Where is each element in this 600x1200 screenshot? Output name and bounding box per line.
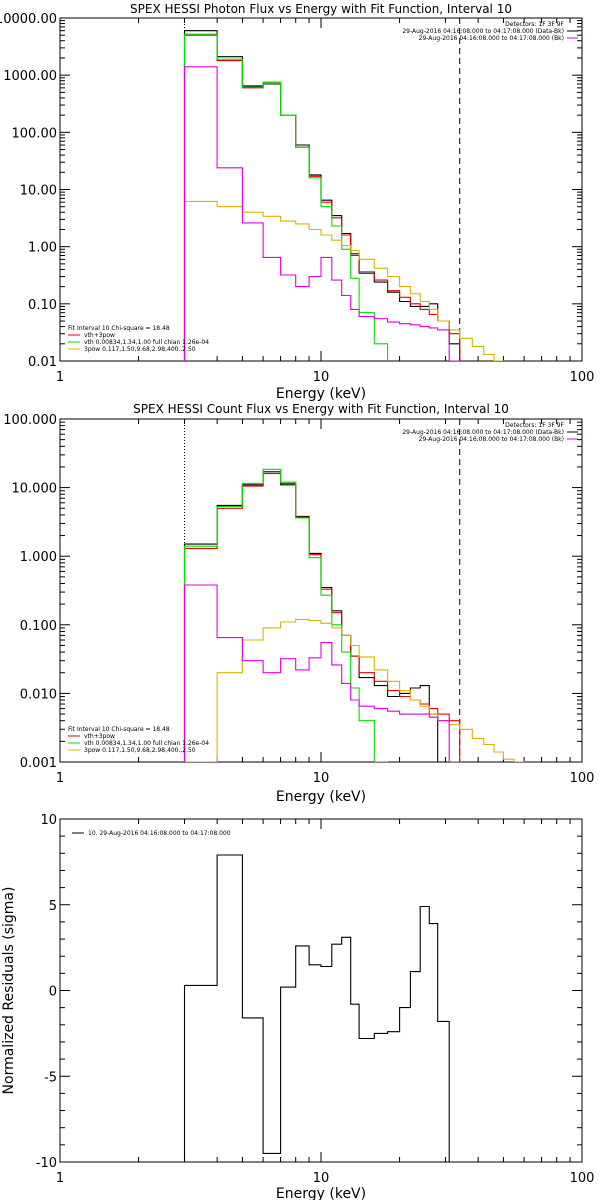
chart-title: SPEX HESSI Count Flux vs Energy with Fit…: [133, 402, 509, 416]
fit-legend-line: 3pow 0.117,1.50,9.68,2.98,400.,2.50: [84, 346, 196, 353]
y-tick-label: -10: [36, 1156, 57, 1171]
y-tick-label: 0.100: [20, 619, 57, 634]
info-line: 29-Aug-2016 04:16:08.000 to 04:17:08.000…: [402, 429, 564, 436]
chart-panel-1: 1 10 100 0.01 0.10 1.00 10.00 100.00 1000.00 1000…: [0, 2, 594, 402]
x-axis-label: Energy (keV): [276, 789, 366, 805]
y-tick-label: 10: [40, 813, 57, 828]
y-tick-label: 0.10: [28, 298, 57, 313]
y-tick-label: 0.010: [20, 687, 57, 702]
fit-legend-line: Fit Interval 10 Chi-square = 18.48: [68, 726, 170, 733]
series-group: [185, 469, 525, 764]
y-tick-label: 10.000: [12, 482, 58, 497]
series-line: [185, 31, 460, 363]
series-line: [185, 474, 460, 764]
y-axis-label: Normalized Residuals (sigma): [1, 887, 17, 1095]
fit-legend-line: vth 0.00834,1.34,1.00 full chian 1.26e-0…: [84, 740, 209, 747]
residual-legend-text: 10. 29-Aug-2016 04:16:08.000 to 04:17:08…: [88, 830, 231, 837]
x-tick-label: 1: [56, 370, 64, 385]
fit-legend-line: Fit Interval 10 Chi-square = 18.48: [68, 325, 170, 332]
fit-legend-line: vth+3pow: [84, 733, 115, 740]
series-line: [185, 67, 460, 363]
x-tick-label: 100: [570, 370, 595, 385]
series-line: [185, 855, 460, 1164]
x-tick-label: 10: [313, 771, 330, 786]
spex-figure: 1 10 1000.010.101.0010.00100.001000.001000…: [0, 0, 600, 1200]
fit-legend-line: vth 0.00834,1.34,1.00 full chian 1.26e-0…: [84, 339, 209, 346]
y-tick-label: 10000.00: [0, 12, 57, 27]
series-line: [185, 201, 504, 363]
x-axis-label: Energy (keV): [276, 386, 366, 402]
info-line: Detectors: 1F 3F 9F: [505, 21, 564, 28]
y-tick-label: 0.01: [28, 355, 57, 370]
y-tick-label: -5: [44, 1070, 57, 1085]
y-tick-label: 1000.00: [3, 69, 57, 84]
x-tick-label: 100: [570, 771, 595, 786]
fit-legend-line: vth+3pow: [84, 332, 115, 339]
series-group: [185, 855, 460, 1164]
chart-panel-2: 1 10 100 0.001 0.010 0.100 1.000 10.000 100.000 S…: [3, 402, 594, 805]
info-line: Detectors: 1F 3F 9F: [505, 422, 564, 429]
info-line: 29-Aug-2016 04:16:08.000 to 04:17:08.000…: [402, 28, 564, 35]
x-tick-label: 1: [56, 1171, 64, 1186]
y-tick-label: 5: [49, 899, 57, 914]
info-line: 29-Aug-2016 04:16:08.000 to 04:17:08.000…: [419, 436, 564, 443]
chart-title: SPEX HESSI Photon Flux vs Energy with Fi…: [130, 2, 512, 16]
x-tick-label: 1: [56, 771, 64, 786]
series-line: [185, 469, 388, 764]
x-axis-label: Energy (keV): [276, 1186, 366, 1200]
series-line: [185, 35, 460, 363]
x-tick-label: 10: [313, 370, 330, 385]
plot-frame: [60, 819, 582, 1162]
y-tick-label: 10.00: [20, 184, 57, 199]
series-line: [185, 34, 388, 363]
series-line: [185, 619, 525, 764]
fit-legend-line: 3pow 0.117,1.50,9.68,2.98,400.,2.50: [84, 747, 196, 754]
series-group: [185, 31, 504, 363]
y-tick-label: 0.001: [20, 756, 57, 771]
y-tick-label: 1.00: [28, 241, 57, 256]
x-tick-label: 10: [313, 1171, 330, 1186]
y-tick-label: 0: [49, 985, 57, 1000]
y-tick-label: 100.00: [12, 126, 58, 141]
series-line: [185, 585, 460, 764]
y-tick-label: 1.000: [20, 550, 57, 565]
x-tick-label: 100: [570, 1171, 595, 1186]
y-tick-label: 100.000: [3, 413, 57, 428]
series-line: [185, 472, 450, 764]
info-line: 29-Aug-2016 04:16:08.000 to 04:17:08.000…: [419, 35, 564, 42]
